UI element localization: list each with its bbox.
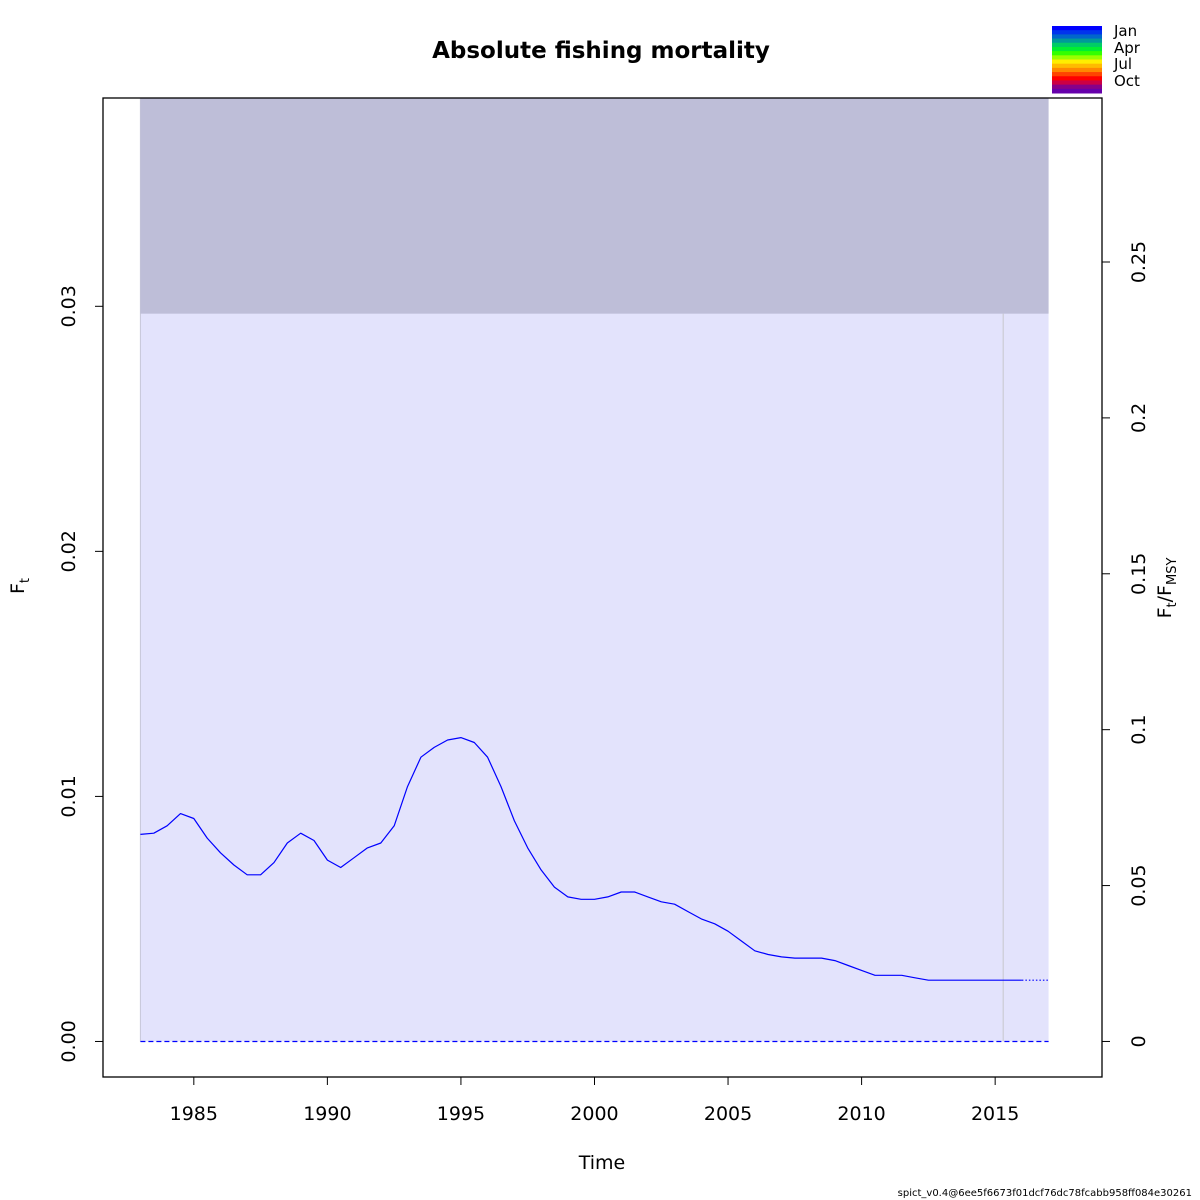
legend-label: Apr bbox=[1114, 39, 1141, 57]
y2-tick-label: 0.15 bbox=[1128, 553, 1150, 595]
x-tick-label: 2010 bbox=[837, 1103, 885, 1125]
plot-frame bbox=[102, 97, 1103, 1078]
y-tick-label: 0.01 bbox=[58, 775, 80, 817]
y-tick-label: 0.03 bbox=[58, 285, 80, 327]
y-axis-label-sub: t bbox=[18, 578, 33, 583]
y2-tick-label: 0 bbox=[1128, 1035, 1150, 1047]
legend-color-swatch bbox=[1052, 80, 1102, 86]
legend-color-swatch bbox=[1052, 46, 1102, 52]
y-axis-label-main: F bbox=[7, 583, 29, 594]
y2-tick-label: 0.1 bbox=[1128, 715, 1150, 745]
y2-axis-label-main1: F bbox=[1154, 607, 1176, 618]
y-axis-label: Ft bbox=[7, 578, 33, 594]
y2-tick-label: 0.2 bbox=[1128, 403, 1150, 433]
band-layer bbox=[139, 98, 1049, 1042]
series-line-solid bbox=[140, 736, 1022, 981]
y2-axis-label-sub1: t bbox=[1165, 602, 1180, 607]
y2-axis-label: Ft/FMSY bbox=[1154, 558, 1180, 619]
x-tick-label: 2005 bbox=[704, 1103, 752, 1125]
x-tick-label: 1995 bbox=[437, 1103, 485, 1125]
legend-label: Jan bbox=[1113, 22, 1137, 40]
legend-color-swatch bbox=[1052, 72, 1102, 77]
legend-color-swatch bbox=[1052, 38, 1102, 44]
x-axis-label: Time bbox=[578, 1152, 626, 1174]
version-annotation: spict_v0.4@6ee5f6673f01dcf76dc78fcabb958… bbox=[898, 1188, 1192, 1199]
legend-color-swatch bbox=[1052, 26, 1102, 31]
y2-axis-label-slash: /F bbox=[1154, 585, 1176, 602]
x-tick-label: 2015 bbox=[971, 1103, 1019, 1125]
legend-color-swatch bbox=[1052, 63, 1102, 69]
legend-color-swatch bbox=[1052, 59, 1102, 65]
legend-color-swatch bbox=[1052, 42, 1102, 48]
y-tick-label: 0.00 bbox=[58, 1020, 80, 1062]
legend-color-swatch bbox=[1052, 84, 1102, 90]
legend-color-swatch bbox=[1052, 67, 1102, 73]
y-axis: 0.00 0.01 0.02 0.03 bbox=[58, 285, 103, 1063]
y2-tick-label: 0.25 bbox=[1128, 241, 1150, 283]
legend-color-swatch bbox=[1052, 55, 1102, 60]
legend-label: Oct bbox=[1114, 72, 1140, 90]
x-axis: 1985 1990 1995 2000 2005 2010 2015 bbox=[170, 1077, 1019, 1125]
legend-color-swatch bbox=[1052, 88, 1102, 94]
fmsy-band bbox=[140, 98, 1049, 314]
y-tick-label: 0.02 bbox=[58, 530, 80, 572]
series-layer bbox=[140, 736, 1049, 1043]
chart-title: Absolute fishing mortality bbox=[432, 38, 770, 64]
x-tick-label: 1985 bbox=[170, 1103, 218, 1125]
y2-tick-label: 0.05 bbox=[1128, 864, 1150, 906]
legend-label: Jul bbox=[1113, 55, 1132, 73]
legend-color-swatch bbox=[1052, 30, 1102, 35]
x-tick-label: 1990 bbox=[303, 1103, 351, 1125]
y2-axis-label-sub2: MSY bbox=[1165, 558, 1180, 585]
y2-axis: 0 0.05 0.1 0.15 0.2 0.25 bbox=[1102, 241, 1150, 1048]
x-tick-label: 2000 bbox=[570, 1103, 618, 1125]
legend-color-swatch bbox=[1052, 51, 1102, 56]
legend-color-swatch bbox=[1052, 34, 1102, 40]
legend-color-swatch bbox=[1052, 76, 1102, 81]
